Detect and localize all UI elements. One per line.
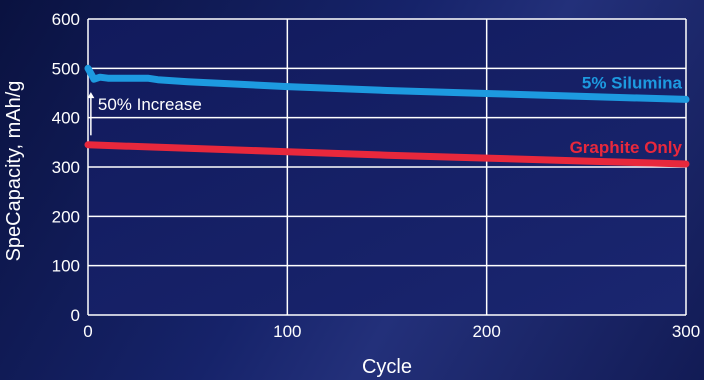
- annotation-arrowhead: [87, 92, 95, 99]
- x-axis-title: Cycle: [362, 356, 412, 378]
- annotation-label: 50% Increase: [98, 95, 202, 114]
- x-tick-label: 200: [472, 322, 500, 341]
- y-tick-label: 400: [52, 109, 80, 128]
- series-line-graphite: [84, 141, 690, 168]
- y-tick-label: 200: [52, 207, 80, 226]
- y-tick-label: 500: [52, 59, 80, 78]
- series: 5% Silumina Graphite Only: [84, 64, 690, 168]
- series-line-silumina: [84, 64, 690, 103]
- y-tick-label: 100: [52, 257, 80, 276]
- annotations: 50% Increase: [87, 92, 202, 136]
- series-label-graphite: Graphite Only: [570, 138, 683, 157]
- y-tick-label: 600: [52, 10, 80, 29]
- x-tick-label: 100: [273, 322, 301, 341]
- tick-labels: 0 100 200 300 400 500 600 0 100 200 300: [52, 10, 701, 341]
- y-tick-label: 0: [71, 306, 80, 325]
- y-tick-label: 300: [52, 158, 80, 177]
- x-tick-label: 300: [672, 322, 700, 341]
- y-axis-title: SpeCapacity, mAh/g: [3, 81, 25, 262]
- axis-titles: Cycle SpeCapacity, mAh/g: [3, 81, 412, 378]
- series-label-silumina: 5% Silumina: [582, 73, 683, 92]
- x-tick-label: 0: [83, 322, 92, 341]
